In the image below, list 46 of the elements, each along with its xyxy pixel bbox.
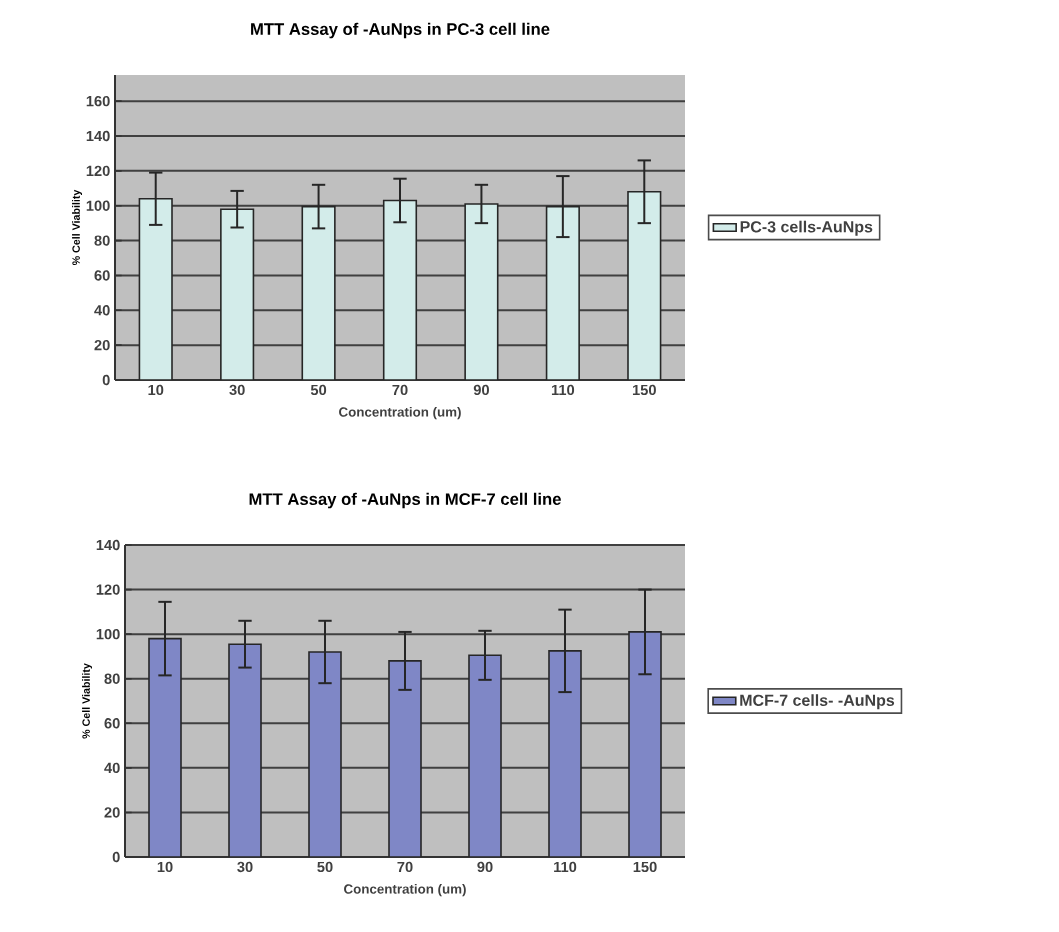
bar bbox=[148, 637, 182, 858]
bar bbox=[468, 654, 502, 858]
bar bbox=[628, 631, 662, 858]
y-axis-title: % Cell Viability bbox=[72, 189, 82, 266]
x-tick-label: 110 bbox=[554, 861, 577, 873]
bar bbox=[548, 650, 582, 858]
y-tick-label: 160 bbox=[86, 95, 110, 107]
x-tick-label: 150 bbox=[633, 861, 657, 873]
x-tick-label: 110 bbox=[551, 384, 575, 396]
y-tick-label: 60 bbox=[94, 270, 110, 281]
legend-label: MCF-7 cells- -AuNps bbox=[740, 694, 895, 710]
x-tick-label: 50 bbox=[310, 384, 327, 396]
x-tick-label: 10 bbox=[157, 861, 173, 873]
bar bbox=[228, 643, 262, 858]
y-tick-label: 120 bbox=[86, 165, 110, 177]
y-tick-label: 100 bbox=[96, 628, 120, 640]
x-tick-label: 30 bbox=[229, 384, 245, 396]
chart-title: MTT Assay of -AuNps in PC-3 cell line bbox=[251, 22, 550, 39]
x-axis-title: Concentration (um) bbox=[339, 406, 461, 420]
y-tick-label: 80 bbox=[94, 235, 110, 246]
x-tick-label: 70 bbox=[392, 384, 408, 396]
y-axis-title: % Cell Viability bbox=[82, 663, 92, 739]
bar bbox=[308, 651, 342, 858]
y-tick-label: 20 bbox=[104, 807, 120, 818]
x-tick-label: 50 bbox=[317, 861, 333, 873]
y-tick-label: 40 bbox=[104, 762, 120, 774]
x-tick-label: 30 bbox=[237, 861, 253, 873]
y-tick-label: 140 bbox=[86, 130, 110, 142]
x-tick-label: 70 bbox=[397, 861, 413, 873]
x-tick-label: 90 bbox=[473, 384, 489, 396]
y-tick-label: 60 bbox=[104, 718, 120, 729]
y-tick-label: 140 bbox=[96, 539, 120, 551]
chart-title: MTT Assay of -AuNps in MCF-7 cell line bbox=[249, 492, 561, 509]
x-axis-title: Concentration (um) bbox=[344, 883, 466, 897]
legend-label: PC-3 cells-AuNps bbox=[740, 220, 873, 236]
y-tick-label: 40 bbox=[94, 305, 110, 316]
y-tick-label: 0 bbox=[112, 851, 120, 863]
x-tick-label: 150 bbox=[632, 384, 656, 396]
x-tick-label: 90 bbox=[477, 861, 493, 873]
y-tick-label: 0 bbox=[102, 374, 110, 386]
y-tick-label: 80 bbox=[104, 673, 120, 684]
y-tick-label: 120 bbox=[96, 584, 120, 595]
bar bbox=[388, 660, 422, 858]
y-tick-label: 20 bbox=[94, 339, 110, 351]
y-tick-label: 100 bbox=[86, 200, 110, 211]
x-tick-label: 10 bbox=[148, 384, 164, 396]
